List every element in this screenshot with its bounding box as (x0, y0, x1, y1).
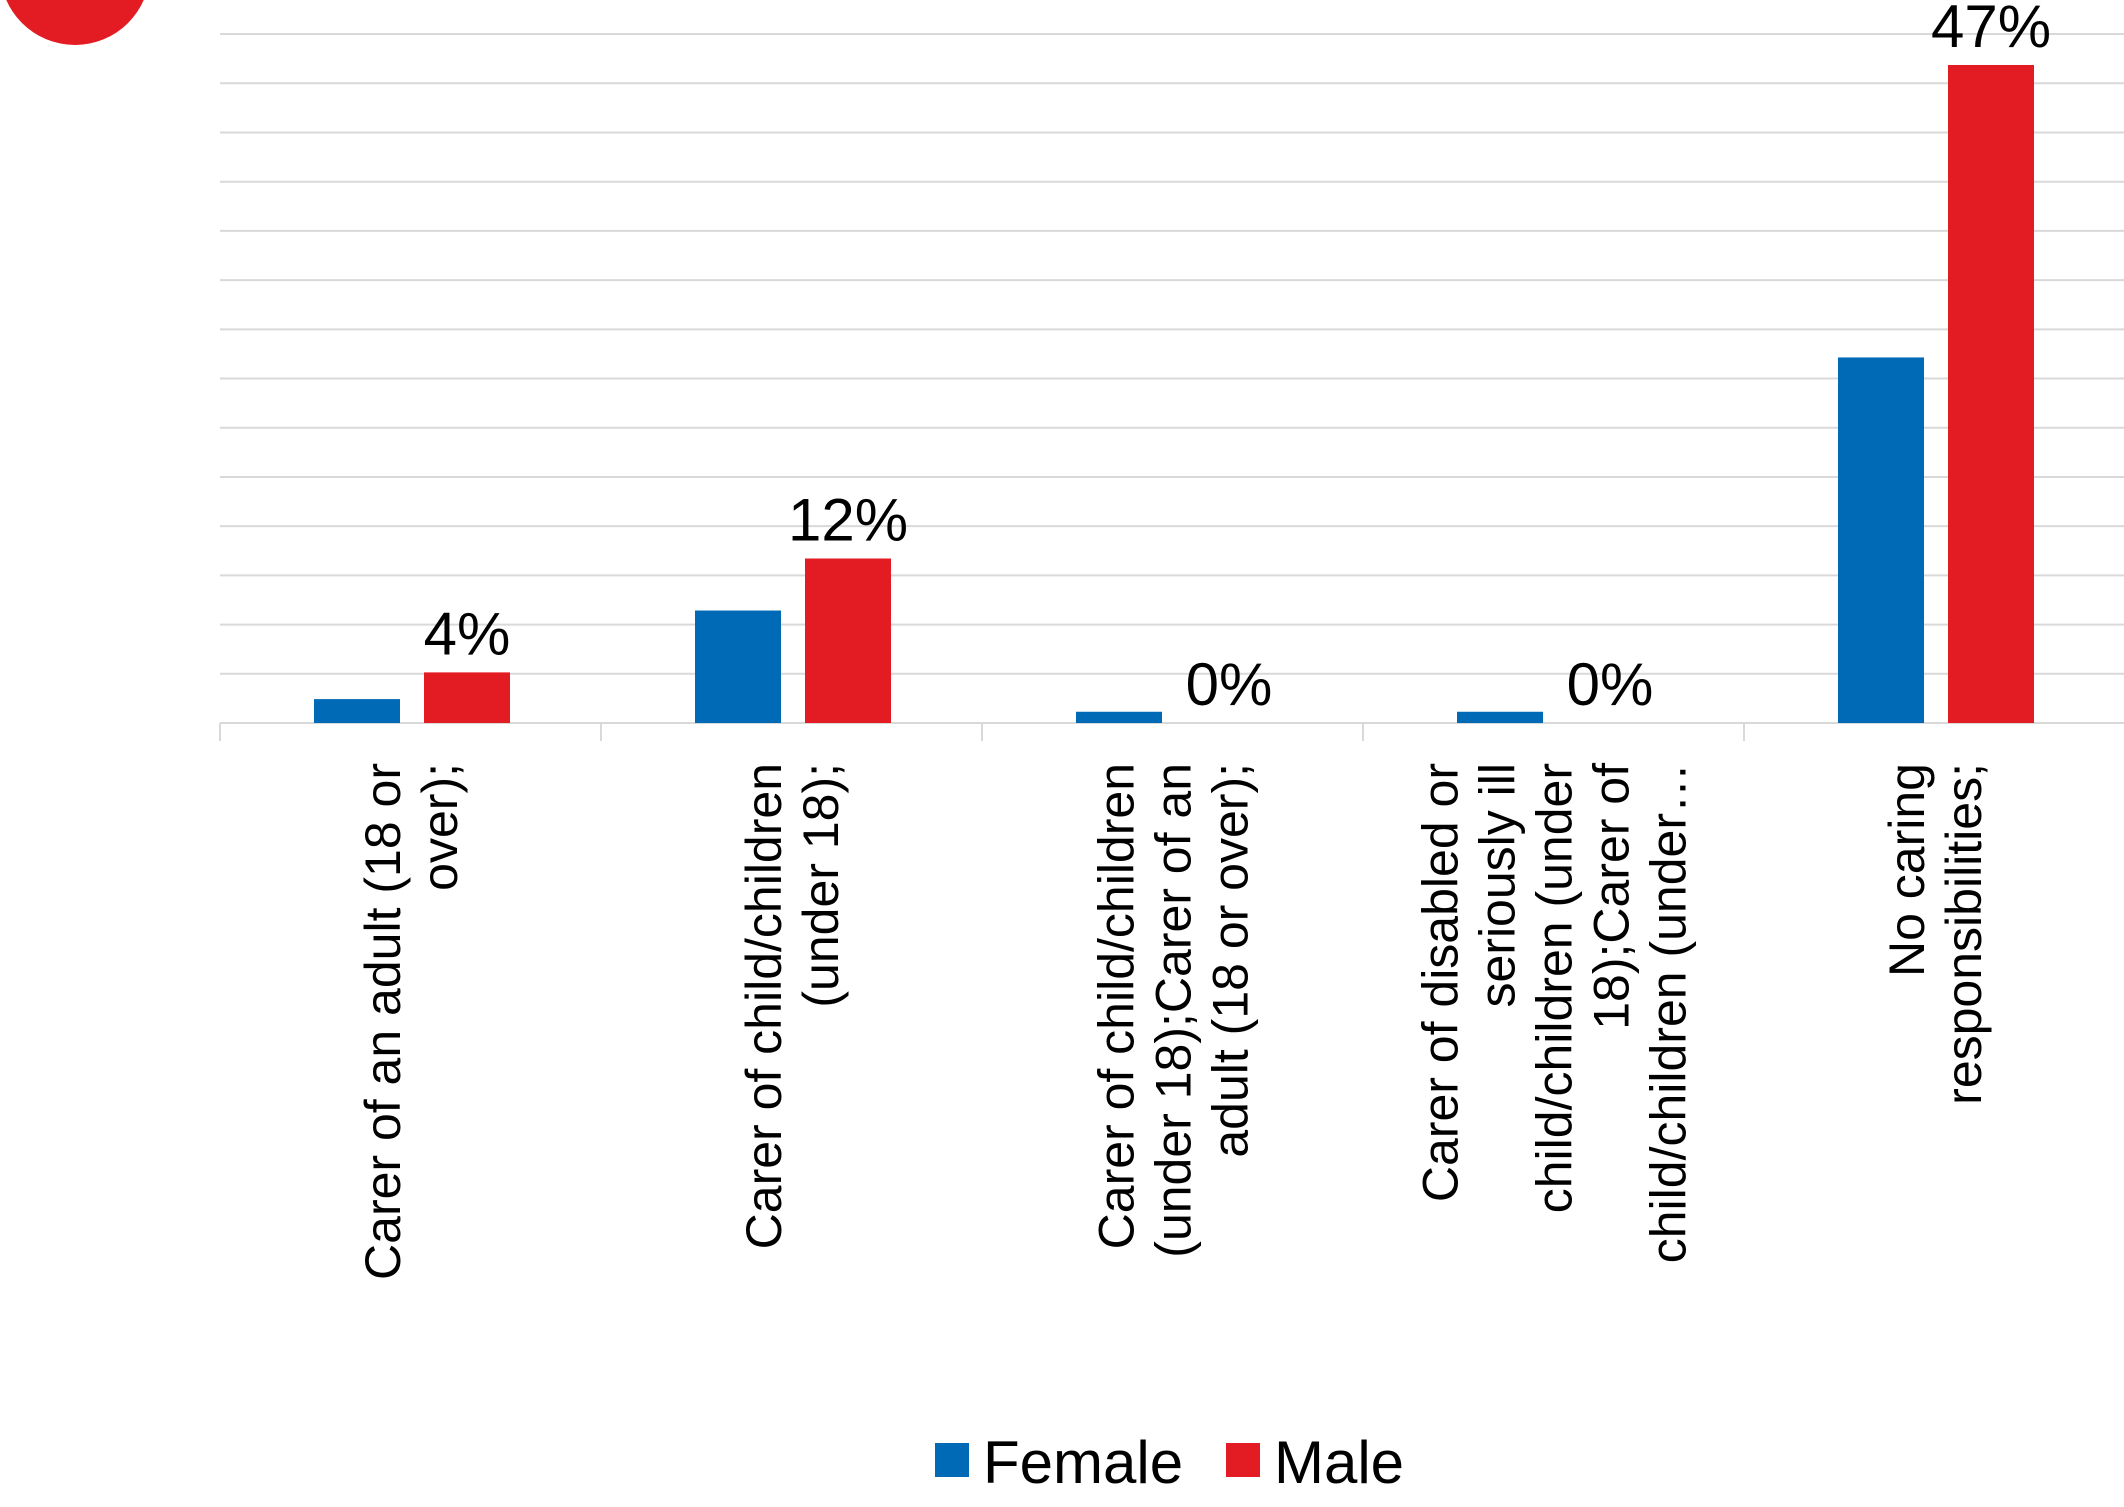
data-labels: 4% 12% 0% 0% 47% (424, 0, 2051, 718)
red-circle-icon (6, 0, 144, 45)
x-axis-label-line: Carer of child/children (1089, 763, 1145, 1249)
x-axis-label: Carer of disabled or seriously ill child/c… (1413, 763, 1697, 1263)
x-axis-label-line: (under 18); (793, 763, 849, 1008)
legend: Female Male (935, 1429, 1404, 1496)
legend-label-male: Male (1274, 1429, 1404, 1496)
legend-swatch-male (1226, 1443, 1260, 1477)
x-axis-label-line: 18);Carer of (1584, 763, 1640, 1030)
legend-swatch-female (935, 1443, 969, 1477)
data-label: 47% (1931, 0, 2051, 60)
x-axis-label-line: Carer of an adult (18 or (355, 763, 411, 1280)
bars (314, 64, 2034, 723)
data-label: 12% (788, 486, 908, 553)
data-label: 4% (424, 600, 511, 667)
bar-female (1457, 711, 1543, 723)
legend-label-female: Female (983, 1429, 1183, 1496)
x-axis-label-line: No caring (1879, 763, 1935, 977)
bar-male (805, 558, 891, 723)
x-axis-label: No caring responsibilities; (1879, 763, 1992, 1105)
x-axis-label: Carer of child/children (under 18);Carer … (1089, 763, 1259, 1258)
bar-female (1838, 357, 1924, 723)
data-label: 0% (1186, 651, 1273, 718)
bar-male (424, 672, 510, 723)
x-axis-label-line: over); (412, 763, 468, 891)
x-axis (219, 722, 2124, 741)
x-axis-label-line: adult (18 or over); (1203, 763, 1259, 1158)
data-label: 0% (1567, 651, 1654, 718)
x-axis-label-line: seriously ill (1470, 763, 1526, 1008)
x-axis-label: Carer of child/children (under 18); (736, 763, 849, 1249)
x-axis-label-line: child/children (under… (1641, 763, 1697, 1263)
x-axis-label-line: Carer of disabled or (1413, 763, 1469, 1202)
x-axis-label-line: child/children (under (1527, 763, 1583, 1213)
bar-female (314, 699, 400, 723)
x-axis-label-line: responsibilities; (1936, 763, 1992, 1105)
x-axis-labels: Carer of an adult (18 or over); Carer of c… (355, 763, 1992, 1280)
bar-female (695, 610, 781, 723)
x-axis-label-line: Carer of child/children (736, 763, 792, 1249)
x-axis-label: Carer of an adult (18 or over); (355, 763, 468, 1280)
bar-female (1076, 711, 1162, 723)
x-axis-label-line: (under 18);Carer of an (1146, 763, 1202, 1258)
gridlines (220, 33, 2124, 675)
bar-male (1948, 64, 2034, 723)
